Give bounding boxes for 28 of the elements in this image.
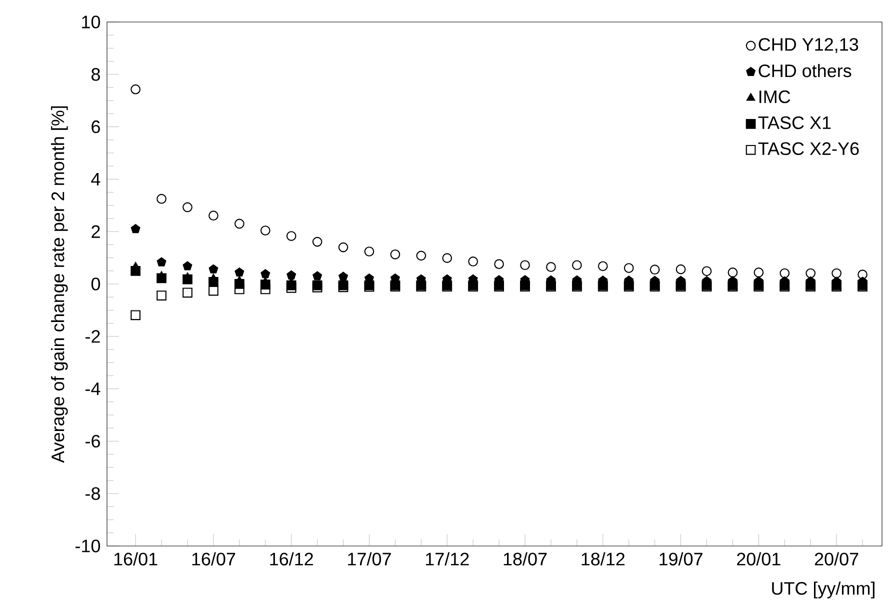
- x-tick-label: 19/07: [660, 552, 702, 566]
- y-tick-label: -2: [86, 330, 100, 343]
- x-tick-label: 17/12: [426, 552, 469, 566]
- x-tick-label: 16/01: [114, 552, 158, 566]
- legend-label: CHD others: [758, 64, 852, 78]
- y-tick-label: -10: [76, 540, 100, 552]
- y-tick-label: -6: [86, 434, 100, 448]
- y-tick-label: 0: [91, 278, 100, 290]
- legend-label: TASC X2-Y6: [758, 142, 859, 156]
- x-axis-title: UTC [yy/mm]: [772, 582, 874, 598]
- x-tick-label: 17/07: [348, 552, 391, 566]
- y-tick-label: 4: [91, 173, 100, 186]
- legend-label: TASC X1: [758, 116, 831, 130]
- y-axis-title: Average of gain change rate per 2 month [%]: [51, 106, 68, 463]
- legend-label: IMC: [760, 90, 790, 104]
- x-tick-label: 16/12: [270, 552, 313, 566]
- x-tick-label: 18/12: [582, 552, 625, 566]
- x-tick-label: 16/07: [192, 552, 236, 566]
- y-tick-label: -4: [86, 382, 100, 395]
- y-tick-label: 10: [82, 16, 100, 28]
- x-tick-label: 18/07: [504, 552, 547, 566]
- x-tick-label: 20/07: [814, 552, 858, 566]
- legend-label: CHD Y12,13: [758, 38, 858, 53]
- y-tick-label: -8: [86, 487, 100, 500]
- x-tick-label: 20/01: [737, 552, 780, 566]
- y-tick-label: 2: [92, 225, 100, 238]
- y-tick-label: 6: [92, 120, 100, 134]
- y-tick-label: 8: [92, 68, 100, 81]
